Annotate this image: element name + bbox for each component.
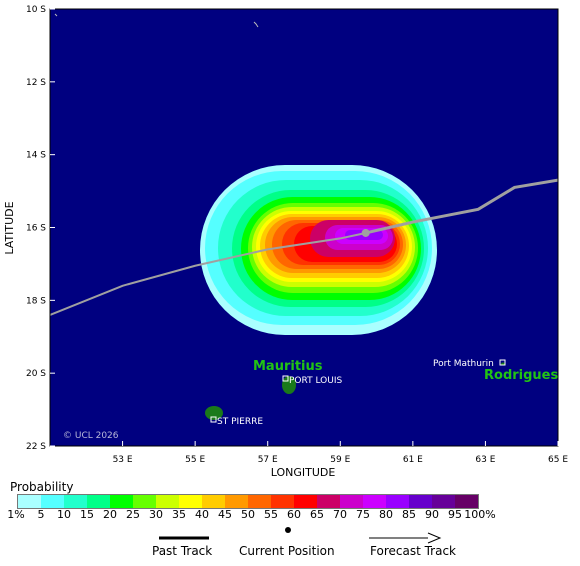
colorbar-swatch [18, 495, 41, 508]
cargados-mark [54, 13, 58, 17]
colorbar-swatch [455, 495, 478, 508]
x-tick-label: 61 E [403, 455, 423, 465]
st-pierre-label: ST PIERRE [217, 417, 263, 427]
past-track-key-label: Past Track [152, 544, 213, 558]
colorbar-label: 75 [356, 508, 370, 521]
probability-swath [200, 165, 437, 335]
forecast-arrow-icon [427, 532, 442, 544]
colorbar-label: 100% [464, 508, 496, 521]
colorbar-label: 50 [241, 508, 255, 521]
port-mathurin-marker [499, 359, 506, 366]
colorbar-label: 1% [7, 508, 25, 521]
y-axis-ticks: 10 S 12 S 14 S 16 S 18 S 20 S 22 S [26, 5, 55, 452]
colorbar-label: 15 [80, 508, 94, 521]
colorbar-label: 60 [287, 508, 301, 521]
colorbar-label: 30 [149, 508, 163, 521]
colorbar-label: 5 [37, 508, 45, 521]
port-louis-marker [282, 375, 289, 382]
y-tick-label: 20 S [26, 369, 46, 379]
current-position-marker [361, 228, 370, 237]
colorbar-swatch [110, 495, 133, 508]
x-tick-label: 57 E [258, 455, 278, 465]
colorbar-label: 85 [402, 508, 416, 521]
current-position-key-label: Current Position [239, 544, 335, 558]
forecast-track-line [365, 178, 558, 235]
y-tick-label: 12 S [26, 78, 46, 88]
mauritius-label: Mauritius [253, 359, 323, 374]
colorbar-swatch [294, 495, 317, 508]
x-tick-label: 59 E [330, 455, 350, 465]
colorbar-label: 55 [264, 508, 278, 521]
x-axis-ticks: 53 E 55 E 57 E 59 E 61 E 63 E 65 E [113, 441, 568, 465]
colorbar-swatch [133, 495, 156, 508]
x-tick-label: 65 E [548, 455, 568, 465]
colorbar-swatch [156, 495, 179, 508]
colorbar-swatch [225, 495, 248, 508]
colorbar-label: 80 [379, 508, 393, 521]
x-tick-label: 63 E [475, 455, 495, 465]
colorbar-swatch [340, 495, 363, 508]
tromelin-island [253, 21, 259, 28]
colorbar-swatch [179, 495, 202, 508]
probability-colorbar [17, 494, 479, 509]
colorbar-swatch [271, 495, 294, 508]
colorbar-swatch [386, 495, 409, 508]
colorbar-swatch [64, 495, 87, 508]
colorbar-swatch [409, 495, 432, 508]
colorbar-swatch [87, 495, 110, 508]
colorbar-label: 40 [195, 508, 209, 521]
colorbar-swatch [432, 495, 455, 508]
colorbar-label: 25 [126, 508, 140, 521]
colorbar-swatch [317, 495, 340, 508]
st-pierre-marker [210, 416, 217, 423]
colorbar-swatch [202, 495, 225, 508]
colorbar-label: 45 [218, 508, 232, 521]
colorbar-label: 65 [310, 508, 324, 521]
y-axis-title: LATITUDE [3, 201, 16, 254]
colorbar-swatch [41, 495, 64, 508]
colorbar-label: 10 [57, 508, 71, 521]
current-position-key-dot [285, 527, 291, 533]
copyright-text: © UCL 2026 [63, 431, 119, 441]
colorbar-label: 35 [172, 508, 186, 521]
colorbar-label: 90 [425, 508, 439, 521]
colorbar-label: 70 [333, 508, 347, 521]
y-tick-label: 10 S [26, 5, 46, 15]
colorbar-swatch [248, 495, 271, 508]
y-tick-label: 14 S [26, 151, 46, 161]
legend-title: Probability [10, 480, 74, 494]
port-louis-label: PORT LOUIS [289, 376, 342, 386]
x-axis-title: LONGITUDE [271, 466, 336, 479]
rodrigues-label: Rodrigues [484, 368, 558, 383]
port-mathurin-label: Port Mathurin [433, 359, 494, 369]
past-track-line [50, 231, 366, 316]
colorbar-swatch [363, 495, 386, 508]
forecast-track-key-label: Forecast Track [370, 544, 456, 558]
y-tick-label: 18 S [26, 296, 46, 306]
x-tick-label: 53 E [113, 455, 133, 465]
y-tick-label: 16 S [26, 224, 46, 234]
x-tick-label: 55 E [185, 455, 205, 465]
y-tick-label: 22 S [26, 442, 46, 452]
colorbar-label: 95 [448, 508, 462, 521]
colorbar-label: 20 [103, 508, 117, 521]
reunion-island [205, 406, 223, 420]
